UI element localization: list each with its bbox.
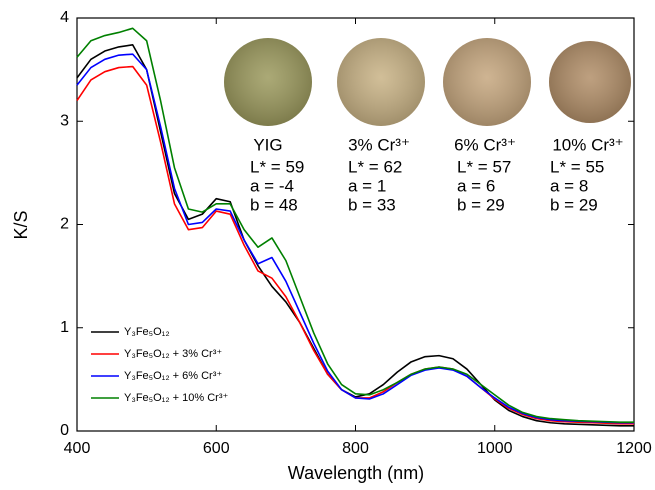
legend-label: Y₃Fe₅O₁₂ (124, 326, 170, 338)
x-tick-label: 1200 (616, 440, 652, 457)
y-tick-label: 0 (60, 422, 69, 439)
sample-value: b = 33 (348, 195, 396, 214)
sample-value: a = 6 (457, 176, 495, 195)
sample-value: L* = 57 (457, 157, 511, 176)
data-line (76, 27, 634, 424)
y-tick-label: 4 (60, 9, 69, 26)
sample-label: 10% Cr³⁺ (552, 135, 623, 154)
data-line (76, 53, 634, 424)
x-axis-label: Wavelength (nm) (288, 463, 424, 483)
sample-value: L* = 59 (250, 157, 304, 176)
y-tick-label: 2 (60, 216, 69, 233)
sample-label: YIG (253, 135, 282, 154)
sample-disc-shade (224, 38, 312, 126)
legend-label: Y₃Fe₅O₁₂ + 6% Cr³⁺ (124, 370, 222, 382)
sample-value: b = 29 (550, 195, 598, 214)
sample-value: L* = 55 (550, 157, 604, 176)
sample-value: a = 1 (348, 176, 386, 195)
sample-disc-shade (337, 38, 425, 126)
sample-value: b = 48 (250, 195, 298, 214)
sample-value: L* = 62 (348, 157, 402, 176)
x-tick-label: 400 (64, 440, 91, 457)
data-line (76, 44, 634, 427)
sample-label: 6% Cr³⁺ (454, 135, 516, 154)
sample-value: b = 29 (457, 195, 505, 214)
y-axis-label: K/S (11, 210, 31, 239)
legend-label: Y₃Fe₅O₁₂ + 3% Cr³⁺ (124, 348, 222, 360)
sample-value: a = -4 (250, 176, 294, 195)
sample-disc-shade (443, 38, 531, 126)
y-tick-label: 1 (60, 319, 69, 336)
sample-disc-shade (549, 41, 631, 123)
y-tick-label: 3 (60, 112, 69, 129)
x-tick-label: 1000 (477, 440, 513, 457)
x-tick-label: 800 (342, 440, 369, 457)
sample-label: 3% Cr³⁺ (348, 135, 410, 154)
x-tick-label: 600 (203, 440, 230, 457)
legend-label: Y₃Fe₅O₁₂ + 10% Cr³⁺ (124, 392, 229, 404)
sample-value: a = 8 (550, 176, 588, 195)
